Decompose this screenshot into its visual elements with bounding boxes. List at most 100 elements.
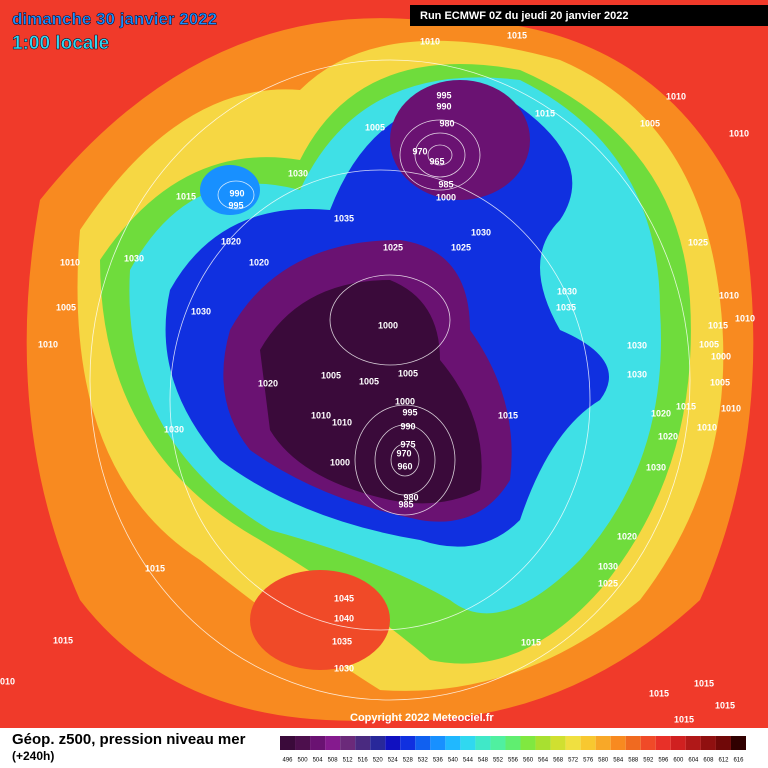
- colorbar-label: 512: [343, 758, 354, 764]
- colorbar-swatch: [280, 736, 296, 750]
- isobar-label: 1025: [383, 242, 403, 252]
- zone-low: [390, 80, 530, 200]
- isobar-label: 995: [228, 200, 243, 210]
- isobar-label: 1005: [56, 302, 76, 312]
- isobar-label: 1030: [471, 227, 491, 237]
- colorbar-label: 520: [373, 758, 384, 764]
- isobar-label: 1010: [721, 403, 741, 413]
- colorbar-swatch: [505, 736, 521, 750]
- isobar-label: 1005: [359, 376, 379, 386]
- isobar-label: 960: [397, 461, 412, 471]
- isobar-label: 1020: [658, 431, 678, 441]
- isobar-label: 1030: [124, 253, 144, 263]
- isobar-label: 1015: [507, 30, 527, 40]
- isobar-label: 1010: [332, 417, 352, 427]
- isobar-label: 1015: [694, 678, 714, 688]
- colorbar-swatch: [475, 736, 491, 750]
- isobar-label: 1020: [249, 257, 269, 267]
- isobar-label: 1010: [60, 257, 80, 267]
- isobar-label: 1010: [719, 290, 739, 300]
- isobar-label: 1040: [334, 613, 354, 623]
- colorbar-label: 532: [418, 758, 429, 764]
- isobar-label: 1030: [598, 561, 618, 571]
- isobar-label: 990: [229, 188, 244, 198]
- colorbar-label: 596: [658, 758, 669, 764]
- isobar-label: 1030: [627, 340, 647, 350]
- colorbar-label: 556: [508, 758, 519, 764]
- isobar-label: 1030: [191, 306, 211, 316]
- isobar-label: 1010: [38, 339, 58, 349]
- colorbar-label: 560: [523, 758, 534, 764]
- isobar-label: 980: [439, 118, 454, 128]
- colorbar-label: 608: [703, 758, 714, 764]
- isobar-label: 1030: [627, 369, 647, 379]
- colorbar-label: 496: [283, 758, 294, 764]
- isobar-label: 1010: [666, 91, 686, 101]
- isobar-label: 1030: [164, 424, 184, 434]
- isobar-label: 1020: [221, 236, 241, 246]
- isobar-label: 1015: [145, 563, 165, 573]
- colorbar-swatch: [580, 736, 596, 750]
- isobar-label: 1015: [521, 637, 541, 647]
- colorbar-swatch: [310, 736, 326, 750]
- colorbar-label: 544: [463, 758, 474, 764]
- colorbar-swatch: [445, 736, 461, 750]
- colorbar-swatch: [370, 736, 386, 750]
- colorbar-swatch: [715, 736, 731, 750]
- colorbar-swatch: [625, 736, 641, 750]
- isobar-label: 1015: [498, 410, 518, 420]
- isobar-label: 1010: [0, 676, 15, 686]
- isobar-label: 1000: [436, 192, 456, 202]
- isobar-label: 1025: [688, 237, 708, 247]
- colorbar-swatch: [325, 736, 341, 750]
- zone-dark: [260, 280, 482, 504]
- colorbar-label: 564: [538, 758, 549, 764]
- colorbar-swatch: [385, 736, 401, 750]
- colorbar-label: 500: [298, 758, 309, 764]
- colorbar-swatch: [730, 736, 746, 750]
- isobar-label: 1010: [697, 422, 717, 432]
- colorbar-swatch: [295, 736, 311, 750]
- isobar-label: 1030: [288, 168, 308, 178]
- isobar-label: 1025: [451, 242, 471, 252]
- colorbar-swatch: [430, 736, 446, 750]
- isobar-label: 1015: [649, 688, 669, 698]
- colorbar-swatch: [655, 736, 671, 750]
- colorbar-label: 504: [313, 758, 324, 764]
- colorbar: 496 500 504 508 512 516 520 524 528 532 536 540 544 5…: [280, 736, 746, 764]
- isobar-label: 980: [403, 492, 418, 502]
- isobar-label: 1030: [646, 462, 666, 472]
- colorbar-label: 528: [403, 758, 414, 764]
- colorbar-label: 516: [358, 758, 369, 764]
- run-box: [410, 5, 768, 26]
- colorbar-swatch: [685, 736, 701, 750]
- isobar-label: 970: [412, 146, 427, 156]
- zone-low: [200, 165, 260, 215]
- copyright: Copyright 2022 Meteociel.fr: [350, 712, 494, 724]
- labels: 1010101510101010100510159959909809709659…: [0, 30, 755, 724]
- isobar-label: 1015: [176, 191, 196, 201]
- colorbar-swatch: [490, 736, 506, 750]
- run-info: Run ECMWF 0Z du jeudi 20 janvier 2022: [420, 10, 628, 22]
- isobar-label: 1010: [420, 36, 440, 46]
- isobar-label: 995: [402, 407, 417, 417]
- isobar-label: 985: [438, 179, 453, 189]
- isobar-label: 975: [400, 439, 415, 449]
- isobar-label: 1010: [311, 410, 331, 420]
- isobars: [89, 59, 691, 701]
- isobar-label: 1015: [53, 635, 73, 645]
- colorbar-label: 552: [493, 758, 504, 764]
- isobar-label: 1000: [395, 396, 415, 406]
- colorbar-label: 572: [568, 758, 579, 764]
- isobar-label: 1020: [258, 378, 278, 388]
- colorbar-label: 540: [448, 758, 459, 764]
- colorbar-swatch: [610, 736, 626, 750]
- date: dimanche 30 janvier 2022: [12, 9, 217, 28]
- colorbar-swatch: [460, 736, 476, 750]
- colorbar-swatch: [700, 736, 716, 750]
- colorbar-label: 508: [328, 758, 339, 764]
- colorbar-label: 612: [718, 758, 729, 764]
- isobar-label: 1015: [674, 714, 694, 724]
- isobar-label: 1010: [729, 128, 749, 138]
- isobar-label: 1030: [557, 286, 577, 296]
